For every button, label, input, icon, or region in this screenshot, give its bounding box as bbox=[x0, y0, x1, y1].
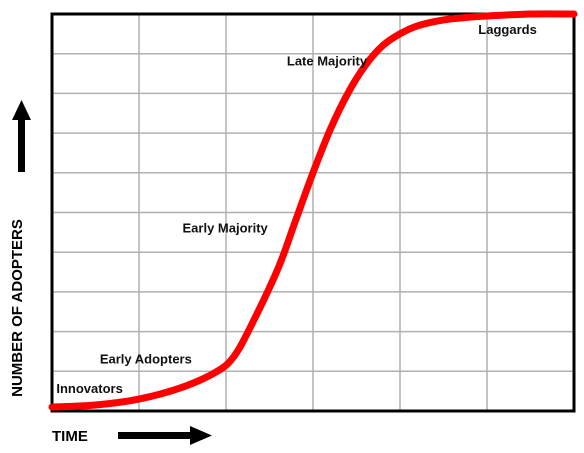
grid bbox=[52, 14, 574, 411]
stage-label-innovators: Innovators bbox=[56, 381, 122, 396]
stage-label-early-majority: Early Majority bbox=[183, 220, 269, 235]
y-axis-arrow bbox=[12, 100, 31, 172]
plot-frame bbox=[50, 12, 576, 413]
stage-labels: Innovators Early Adopters Early Majority La… bbox=[56, 22, 536, 396]
y-axis-title: NUMBER OF ADOPTERS bbox=[9, 219, 26, 397]
x-axis-arrow bbox=[118, 426, 212, 445]
adoption-curve-line bbox=[48, 10, 578, 411]
stage-label-laggards: Laggards bbox=[478, 22, 537, 37]
x-axis-title: TIME bbox=[52, 428, 88, 445]
stage-label-early-adopters: Early Adopters bbox=[100, 351, 192, 366]
stage-label-late-majority: Late Majority bbox=[287, 54, 368, 69]
